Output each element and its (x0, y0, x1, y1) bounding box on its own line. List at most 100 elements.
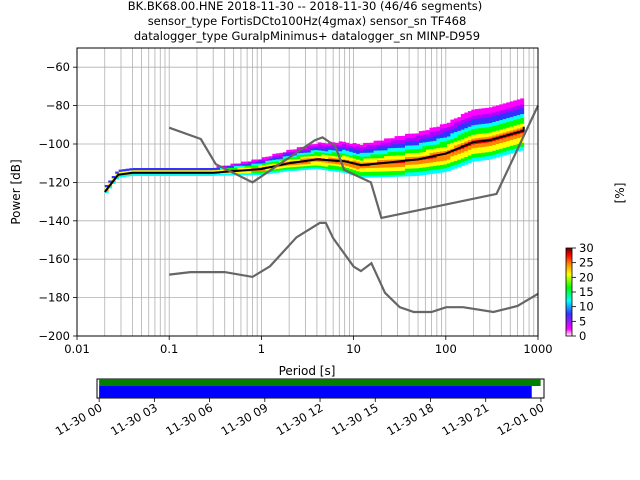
histogram-cell (380, 171, 385, 174)
histogram-cell (303, 152, 308, 155)
histogram-cell (275, 153, 280, 156)
histogram-cell (516, 135, 521, 139)
histogram-cell (460, 123, 465, 126)
histogram-cell (363, 144, 368, 148)
histogram-cell (279, 168, 284, 171)
histogram-cell (303, 165, 308, 169)
histogram-cell (478, 154, 483, 157)
histogram-cell (464, 131, 469, 134)
histogram-cell (384, 169, 388, 172)
histogram-cell (450, 125, 455, 128)
histogram-cell (453, 154, 458, 158)
histogram-cell (474, 118, 479, 121)
histogram-cell (467, 111, 472, 114)
histogram-cell (513, 113, 518, 117)
histogram-cell (328, 145, 333, 148)
histogram-cell (488, 109, 493, 112)
histogram-cell (258, 172, 263, 176)
histogram-cell (502, 126, 507, 129)
histogram-cell (422, 147, 427, 151)
histogram-cell (464, 124, 469, 127)
histogram-cell (398, 149, 402, 152)
histogram-cell (439, 164, 444, 167)
histogram-cell (247, 163, 252, 166)
histogram-cell (509, 147, 514, 150)
histogram-cell (453, 126, 458, 129)
histogram-cell (300, 156, 305, 159)
histogram-cell (443, 133, 448, 136)
x-tick-label: 1000 (523, 342, 552, 356)
colorbar-tick-label: 15 (579, 285, 594, 299)
histogram-cell (502, 151, 507, 154)
histogram-cell (195, 168, 200, 171)
histogram-cell (331, 163, 336, 166)
histogram-cell (457, 119, 462, 122)
histogram-cell (506, 123, 511, 126)
histogram-cell (415, 139, 420, 142)
histogram-cell (418, 173, 423, 176)
histogram-cell (321, 150, 326, 153)
histogram-cell (415, 154, 420, 157)
histogram-cell (408, 141, 413, 144)
histogram-cell (422, 155, 427, 158)
histogram-cell (432, 138, 437, 141)
histogram-cell (439, 160, 444, 164)
histogram-cell (206, 169, 210, 173)
histogram-cell (359, 144, 364, 148)
histogram-cell (506, 150, 511, 153)
time-tick-label: 12-01 00 (495, 400, 547, 438)
histogram-cell (356, 147, 361, 151)
histogram-cell (453, 124, 458, 127)
histogram-cell (422, 153, 427, 156)
histogram-cell (457, 163, 462, 166)
histogram-cell (460, 142, 465, 145)
histogram-cell (338, 164, 343, 167)
histogram-cell (300, 154, 305, 157)
histogram-cell (286, 163, 291, 166)
histogram-cell (405, 164, 409, 167)
histogram-cell (265, 160, 270, 163)
histogram-cell (506, 115, 511, 119)
histogram-cell (499, 112, 504, 115)
histogram-cell (171, 168, 175, 171)
histogram-cell (321, 152, 326, 155)
histogram-cell (499, 110, 504, 113)
histogram-cell (478, 120, 483, 123)
histogram-cell (150, 168, 155, 171)
histogram-cell (502, 103, 507, 106)
histogram-cell (446, 153, 451, 156)
histogram-cell (279, 154, 284, 157)
histogram-cell (391, 145, 395, 149)
histogram-cell (520, 102, 525, 105)
histogram-cell (398, 172, 402, 175)
histogram-cell (457, 128, 462, 131)
histogram-cell (446, 138, 451, 141)
histogram-cell (178, 168, 182, 171)
histogram-cell (439, 128, 444, 131)
histogram-cell (467, 143, 472, 146)
histogram-cell (363, 162, 368, 165)
histogram-cell (520, 144, 525, 147)
histogram-cell (471, 153, 476, 157)
histogram-cell (474, 128, 479, 131)
histogram-cell (481, 119, 486, 122)
histogram-cell (488, 114, 493, 118)
histogram-cell (485, 157, 490, 160)
histogram-cell (370, 169, 374, 172)
histogram-cell (394, 163, 399, 166)
histogram-cell (443, 154, 448, 157)
histogram-cell (478, 147, 483, 150)
histogram-cell (349, 147, 354, 150)
histogram-cell (429, 152, 434, 155)
histogram-cell (513, 138, 518, 142)
histogram-cell (178, 173, 182, 176)
histogram-cell (467, 147, 472, 150)
histogram-cell (377, 163, 381, 166)
histogram-cell (513, 134, 518, 138)
histogram-cell (363, 152, 368, 155)
histogram-cell (408, 137, 413, 140)
histogram-cell (261, 164, 266, 168)
histogram-cell (513, 108, 518, 111)
histogram-cell (342, 143, 347, 146)
histogram-cell (478, 148, 483, 152)
